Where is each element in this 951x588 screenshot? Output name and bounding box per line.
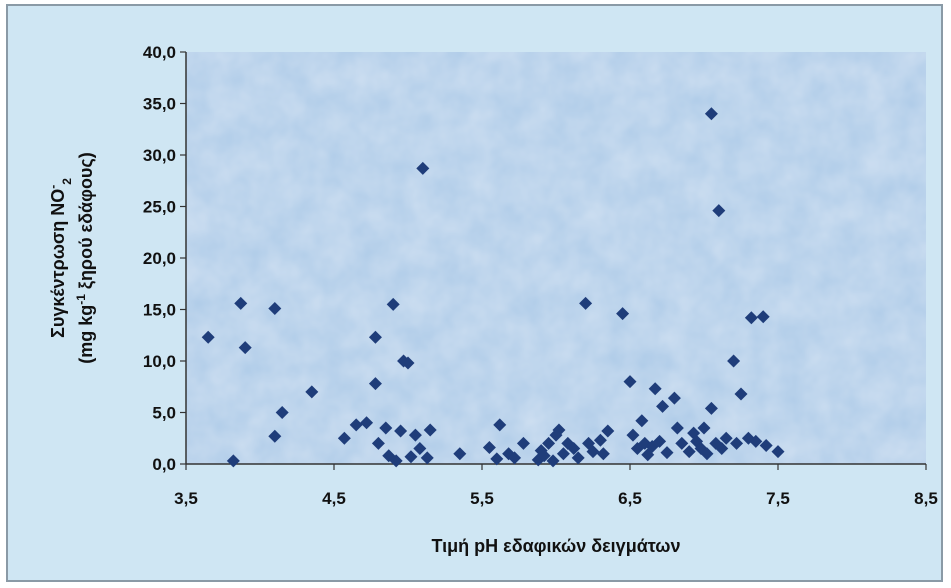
data-point — [386, 297, 400, 311]
y-tick-label: 35,0 — [143, 95, 176, 114]
data-point — [744, 311, 758, 325]
data-point — [656, 399, 670, 413]
data-point — [648, 382, 662, 396]
data-point — [537, 449, 551, 463]
x-axis-title: Τιμή pH εδαφικών δειγμάτων — [431, 536, 680, 556]
data-point — [616, 307, 630, 321]
data-point — [401, 356, 415, 370]
data-point — [700, 447, 714, 461]
y-tick-label: 0,0 — [152, 455, 176, 474]
x-tick-label: 3,5 — [174, 489, 198, 508]
data-point — [226, 454, 240, 468]
data-point — [408, 428, 422, 442]
data-point — [368, 377, 382, 391]
data-point — [715, 442, 729, 456]
data-point — [697, 421, 711, 435]
x-tick-label: 5,5 — [470, 489, 494, 508]
data-point — [675, 436, 689, 450]
data-point — [493, 418, 507, 432]
data-point — [579, 296, 593, 310]
y-axis-title: Συγκέντρωση NO-2 (mg kg-1 ξηρού εδάφους) — [46, 152, 97, 364]
data-point — [571, 451, 585, 465]
data-point — [371, 436, 385, 450]
y-tick-labels: 0,0 5,0 10,0 15,0 20,0 25,0 30,0 35,0 40,0 — [143, 43, 176, 474]
data-point — [601, 424, 615, 438]
data-point — [420, 451, 434, 465]
data-point — [234, 296, 248, 310]
data-point — [593, 433, 607, 447]
y-tick-label: 40,0 — [143, 43, 176, 62]
data-point — [734, 387, 748, 401]
data-point — [635, 414, 649, 428]
data-point — [349, 418, 363, 432]
x-tick-label: 8,5 — [914, 489, 938, 508]
y-tick-label: 30,0 — [143, 146, 176, 165]
data-point — [275, 406, 289, 419]
y-tick-label: 5,0 — [152, 404, 176, 423]
y-axis-title-line1: Συγκέντρωση NO-2 — [46, 178, 74, 338]
data-point — [238, 341, 252, 355]
data-point — [453, 447, 467, 461]
data-point — [201, 330, 215, 344]
data-point — [516, 436, 530, 450]
y-tick-label: 25,0 — [143, 198, 176, 217]
data-point — [546, 454, 560, 468]
data-points — [201, 107, 785, 468]
data-point — [586, 445, 600, 459]
data-point — [712, 204, 726, 218]
data-point — [596, 447, 610, 461]
data-point — [749, 434, 763, 448]
data-point — [389, 454, 403, 468]
data-point — [379, 421, 393, 435]
data-point — [653, 434, 667, 448]
data-point — [660, 446, 674, 460]
data-point — [667, 391, 681, 405]
data-point — [482, 441, 496, 455]
data-point — [413, 442, 427, 456]
data-point — [552, 423, 566, 437]
data-point — [623, 375, 637, 389]
data-point — [719, 431, 733, 445]
y-tick-label: 10,0 — [143, 352, 176, 371]
data-point — [626, 428, 640, 442]
data-point — [727, 354, 741, 368]
data-point — [556, 447, 570, 461]
data-point — [759, 438, 773, 452]
y-axis-title-line2: (mg kg-1 ξηρού εδάφους) — [74, 152, 97, 364]
data-point — [404, 450, 418, 464]
plot-area — [186, 52, 926, 464]
data-point — [771, 445, 785, 459]
data-point — [394, 424, 408, 438]
data-point — [682, 445, 696, 459]
data-point — [704, 401, 718, 415]
scatter-chart: 3,5 4,5 5,5 6,5 7,5 8,5 0,0 5,0 10,0 15,0 20,0 25,… — [46, 43, 938, 556]
y-tick-label: 15,0 — [143, 301, 176, 320]
x-tick-labels: 3,5 4,5 5,5 6,5 7,5 8,5 — [174, 489, 938, 508]
data-point — [567, 442, 581, 456]
data-point — [268, 429, 282, 443]
data-point — [416, 161, 430, 175]
data-point — [704, 107, 718, 121]
data-point — [490, 452, 504, 466]
data-point — [423, 423, 437, 437]
x-tick-label: 7,5 — [766, 489, 790, 508]
data-point — [730, 436, 744, 450]
data-point — [670, 421, 684, 435]
data-point — [337, 431, 351, 445]
data-point — [542, 436, 556, 450]
data-point — [508, 451, 522, 465]
x-tick-label: 4,5 — [322, 489, 346, 508]
x-tick-label: 6,5 — [618, 489, 642, 508]
data-point — [368, 330, 382, 344]
y-tick-label: 20,0 — [143, 249, 176, 268]
chart-frame: 3,5 4,5 5,5 6,5 7,5 8,5 0,0 5,0 10,0 15,0 20,0 25,… — [6, 4, 943, 582]
plot-texture — [186, 52, 926, 464]
data-point — [360, 416, 374, 430]
data-point — [305, 385, 319, 399]
data-point — [756, 310, 770, 324]
data-point — [268, 301, 282, 315]
